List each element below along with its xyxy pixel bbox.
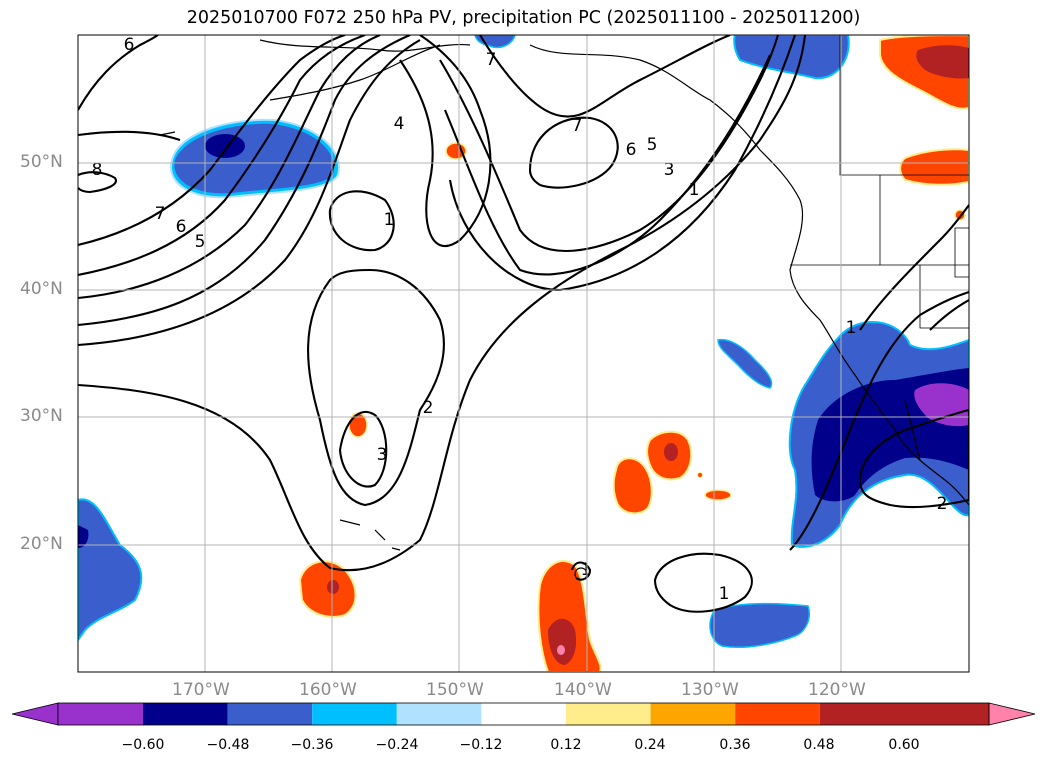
colorbar-extend-max [988, 702, 1036, 726]
lat-label-30n: 30°N [20, 406, 63, 426]
lon-label-150w: 150°W [426, 680, 484, 700]
colorbar-segment [481, 703, 566, 725]
lat-label-50n: 50°N [20, 152, 63, 172]
colorbar-segment [819, 703, 989, 725]
plot-title: 2025010700 F072 250 hPa PV, precipitatio… [186, 8, 861, 28]
colorbar-tick: 0.12 [550, 737, 582, 753]
lon-label-120w: 120°W [808, 680, 866, 700]
contour-label: 1 [581, 560, 592, 580]
contour-label: 3 [377, 445, 388, 465]
positive-precip-shading [298, 35, 969, 672]
colorbar-segment [312, 703, 397, 725]
colorbar-tick: −0.12 [459, 737, 503, 753]
contour-label: 7 [572, 116, 583, 136]
colorbar-tick: −0.60 [121, 737, 165, 753]
lat-label-40n: 40°N [20, 279, 63, 299]
colorbar-tick: −0.24 [375, 737, 419, 753]
colorbar-segment [396, 703, 482, 725]
contour-label: 3 [664, 160, 675, 180]
contour-label: 5 [647, 135, 658, 155]
contour-label: 7 [486, 50, 497, 70]
lon-label-170w: 170°W [172, 680, 230, 700]
contour-labels: 6 8 7 6 5 4 1 7 7 6 5 3 1 2 3 1 1 2 1 [92, 35, 948, 604]
colorbar-segment [227, 703, 313, 725]
colorbar-tick: 0.48 [803, 737, 835, 753]
colorbar-tick: −0.36 [290, 737, 334, 753]
political-boundaries [790, 35, 969, 329]
contour-label: 8 [92, 160, 103, 180]
colorbar-tick: 0.24 [634, 737, 666, 753]
lon-label-140w: 140°W [554, 680, 612, 700]
contour-label: 1 [384, 210, 395, 230]
colorbar-frame [57, 702, 990, 726]
colorbar-extend-min [11, 702, 59, 726]
colorbar-segment [143, 703, 228, 725]
contour-label: 2 [423, 398, 434, 418]
contour-label: 7 [155, 204, 166, 224]
contour-label: 1 [846, 318, 857, 338]
colorbar [11, 702, 1036, 726]
colorbar-segments [58, 703, 989, 725]
contour-label: 4 [394, 114, 405, 134]
lon-label-130w: 130°W [681, 680, 739, 700]
colorbar-segment [735, 703, 820, 725]
contour-label: 6 [124, 35, 135, 55]
lat-label-20n: 20°N [20, 534, 63, 554]
contour-label: 2 [937, 494, 948, 514]
colorbar-segment [566, 703, 651, 725]
colorbar-segment [58, 703, 143, 725]
gridlines [78, 35, 969, 672]
contour-label: 1 [719, 584, 730, 604]
contour-label: 6 [176, 217, 187, 237]
colorbar-tick: −0.48 [206, 737, 250, 753]
colorbar-tick: 0.60 [888, 737, 920, 753]
colorbar-segment [650, 703, 736, 725]
contour-label: 5 [195, 232, 206, 252]
contour-label: 1 [689, 180, 700, 200]
map-area: 6 8 7 6 5 4 1 7 7 6 5 3 1 2 3 1 1 2 1 [78, 35, 969, 672]
colorbar-tick: 0.36 [719, 737, 751, 753]
map-frame [77, 34, 970, 673]
lon-label-160w: 160°W [299, 680, 357, 700]
contour-label: 6 [626, 140, 637, 160]
pv-contours [78, 35, 969, 613]
